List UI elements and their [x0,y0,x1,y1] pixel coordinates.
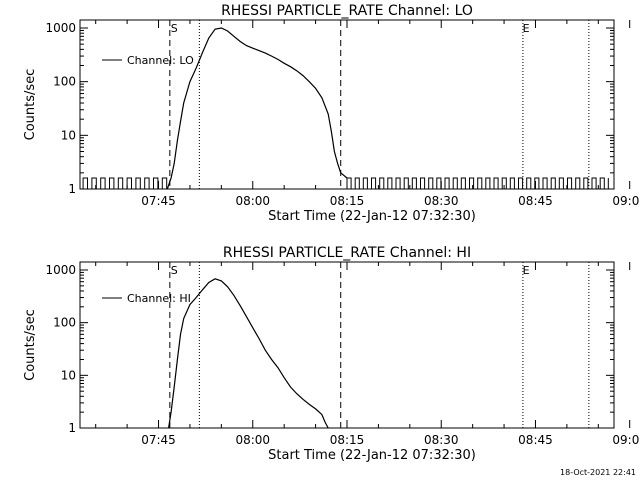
series-line [168,278,329,429]
x-tick-label: 08:00 [235,194,270,208]
x-tick-label: 07:45 [141,194,176,208]
x-tick-label: 08:00 [235,433,270,447]
plot-frame [79,19,615,190]
marker-s: S [171,264,178,277]
y-tick-label: 10 [61,128,76,142]
chart-panel-1: RHESSI PARTICLE_RATE Channel: LO 1 10 100 10… [23,3,640,224]
x-tick-label: 08:45 [518,433,553,447]
y-tick-label: 1000 [45,21,76,35]
chart-title: RHESSI PARTICLE_RATE Channel: LO [221,3,473,19]
x-axis-label: Start Time (22-Jan-12 07:32:30) [268,448,476,463]
marker-s: S [171,22,178,35]
series-line [166,27,348,190]
x-tick-label: 08:30 [424,433,459,447]
x-tick-label: 09:00 [612,194,640,208]
y-tick-label: 1 [68,182,76,196]
noise-line [346,177,609,190]
legend-label: Channel: LO [127,54,194,67]
plot-frame [79,261,615,429]
y-axis-label: Counts/sec [23,69,38,141]
x-tick-label: 08:45 [518,194,553,208]
legend-label: Channel: HI [127,292,191,305]
marker-e: E [523,264,530,277]
y-tick-label: 1000 [45,263,76,277]
y-axis-label: Counts/sec [23,309,38,381]
x-axis-label: Start Time (22-Jan-12 07:32:30) [268,209,476,224]
noise-line [82,177,168,190]
y-tick-label: 1 [68,421,76,435]
y-tick-label: 100 [53,316,76,330]
y-tick-label: 10 [61,368,76,382]
x-tick-label: 08:15 [330,194,365,208]
x-tick-label: 08:30 [424,194,459,208]
y-tick-label: 100 [53,75,76,89]
chart-panel-2: RHESSI PARTICLE_RATE Channel: HI 1 10 100 10… [23,245,640,463]
timestamp-label: 18-Oct-2021 22:41 [560,468,636,477]
x-tick-label: 07:45 [141,433,176,447]
chart-title: RHESSI PARTICLE_RATE Channel: HI [223,245,471,261]
marker-e: E [523,22,530,35]
x-tick-label: 09:00 [612,433,640,447]
x-tick-label: 08:15 [330,433,365,447]
